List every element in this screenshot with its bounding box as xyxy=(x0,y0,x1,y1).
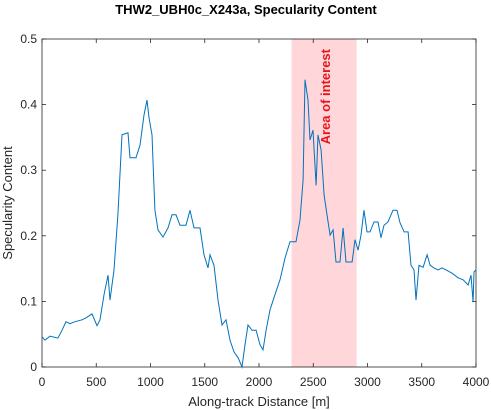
y-tick-label: 0.1 xyxy=(20,294,37,308)
data-line xyxy=(41,79,477,369)
x-tick-label: 3000 xyxy=(354,375,381,389)
plot-frame xyxy=(41,38,477,368)
x-tick-label: 500 xyxy=(86,375,106,389)
y-axis-label: Specularity Content xyxy=(0,146,15,260)
y-tick-label: 0.3 xyxy=(20,163,37,177)
y-tick-label: 0 xyxy=(30,360,37,374)
x-axis-label: Along-track Distance [m] xyxy=(188,394,330,409)
x-tick-label: 0 xyxy=(39,375,46,389)
x-tick-label: 2000 xyxy=(246,375,273,389)
y-tick-label: 0.5 xyxy=(20,32,37,46)
x-tick-label: 1000 xyxy=(137,375,164,389)
x-tick-label: 4000 xyxy=(463,375,490,389)
x-tick-label: 2500 xyxy=(300,375,327,389)
x-tick-label: 3500 xyxy=(408,375,435,389)
shaded-region xyxy=(291,39,357,367)
annotation: Area of interest xyxy=(318,48,333,144)
x-tick-label: 1500 xyxy=(191,375,218,389)
chart-title: THW2_UBH0c_X243a, Specularity Content xyxy=(115,2,377,17)
y-tick-label: 0.2 xyxy=(20,229,37,243)
y-tick-label: 0.4 xyxy=(20,98,37,112)
